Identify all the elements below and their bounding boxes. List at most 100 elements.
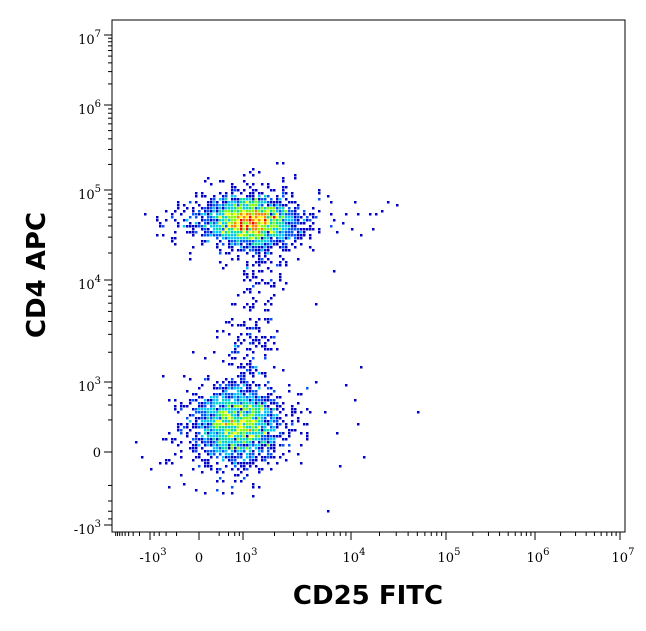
density-cell: [192, 414, 195, 417]
density-cell: [267, 195, 270, 198]
density-cell: [249, 306, 252, 309]
density-cell: [204, 420, 207, 423]
density-cell: [240, 447, 243, 450]
density-cell: [261, 408, 264, 411]
density-cell: [228, 231, 231, 234]
density-cell: [255, 426, 258, 429]
density-cell: [357, 213, 360, 216]
density-cell: [258, 291, 261, 294]
density-cell: [240, 465, 243, 468]
density-cell: [207, 465, 210, 468]
density-cell: [207, 207, 210, 210]
density-cell: [192, 468, 195, 471]
density-cell: [273, 213, 276, 216]
density-cell: [333, 219, 336, 222]
density-cell: [231, 225, 234, 228]
density-cell: [222, 207, 225, 210]
density-cell: [264, 249, 267, 252]
density-cell: [219, 429, 222, 432]
density-cell: [213, 195, 216, 198]
density-cell: [234, 342, 237, 345]
density-cell: [282, 402, 285, 405]
density-cell: [198, 222, 201, 225]
density-cell: [201, 426, 204, 429]
density-cell: [201, 435, 204, 438]
density-cell: [246, 426, 249, 429]
density-cell: [252, 483, 255, 486]
density-cell: [276, 264, 279, 267]
density-cell: [264, 252, 267, 255]
density-cell: [273, 444, 276, 447]
density-cell: [264, 243, 267, 246]
density-cell: [285, 438, 288, 441]
density-cell: [243, 246, 246, 249]
density-cell: [249, 231, 252, 234]
density-cell: [258, 195, 261, 198]
density-cell: [267, 207, 270, 210]
density-cell: [231, 444, 234, 447]
density-cell: [288, 231, 291, 234]
density-cell: [258, 396, 261, 399]
density-cell: [210, 222, 213, 225]
density-cell: [249, 225, 252, 228]
density-cell: [201, 216, 204, 219]
density-cell: [213, 426, 216, 429]
density-cell: [246, 423, 249, 426]
density-cell: [222, 426, 225, 429]
density-cell: [243, 279, 246, 282]
density-cell: [225, 321, 228, 324]
density-cell: [231, 429, 234, 432]
density-cell: [222, 267, 225, 270]
density-cell: [219, 477, 222, 480]
density-cell: [252, 462, 255, 465]
density-cell: [252, 306, 255, 309]
density-cell: [273, 222, 276, 225]
density-cell: [228, 216, 231, 219]
density-cell: [192, 423, 195, 426]
density-cell: [252, 189, 255, 192]
density-cell: [234, 432, 237, 435]
density-cell: [264, 303, 267, 306]
density-cell: [243, 306, 246, 309]
density-cell: [234, 423, 237, 426]
density-cell: [309, 213, 312, 216]
density-cell: [231, 441, 234, 444]
density-cell: [237, 204, 240, 207]
density-cell: [249, 186, 252, 189]
density-cell: [240, 438, 243, 441]
density-cell: [255, 423, 258, 426]
density-cell: [243, 465, 246, 468]
density-cell: [279, 231, 282, 234]
density-cell: [237, 456, 240, 459]
density-cell: [234, 237, 237, 240]
density-cell: [249, 171, 252, 174]
density-cell: [213, 231, 216, 234]
density-cell: [225, 252, 228, 255]
density-cell: [258, 216, 261, 219]
density-cell: [285, 234, 288, 237]
density-cell: [291, 192, 294, 195]
density-cell: [252, 204, 255, 207]
density-cell: [276, 405, 279, 408]
density-cell: [282, 453, 285, 456]
density-cell: [249, 411, 252, 414]
density-cell: [216, 201, 219, 204]
density-cell: [255, 411, 258, 414]
density-cell: [222, 438, 225, 441]
density-cell: [282, 180, 285, 183]
density-cell: [225, 411, 228, 414]
density-cell: [222, 417, 225, 420]
density-cell: [243, 366, 246, 369]
density-cell: [285, 210, 288, 213]
density-cell: [210, 210, 213, 213]
density-cell: [204, 207, 207, 210]
density-cell: [249, 198, 252, 201]
density-cell: [285, 243, 288, 246]
density-cell: [228, 381, 231, 384]
density-cell: [231, 204, 234, 207]
density-cell: [231, 237, 234, 240]
density-cell: [243, 378, 246, 381]
density-cell: [300, 462, 303, 465]
density-cell: [267, 231, 270, 234]
